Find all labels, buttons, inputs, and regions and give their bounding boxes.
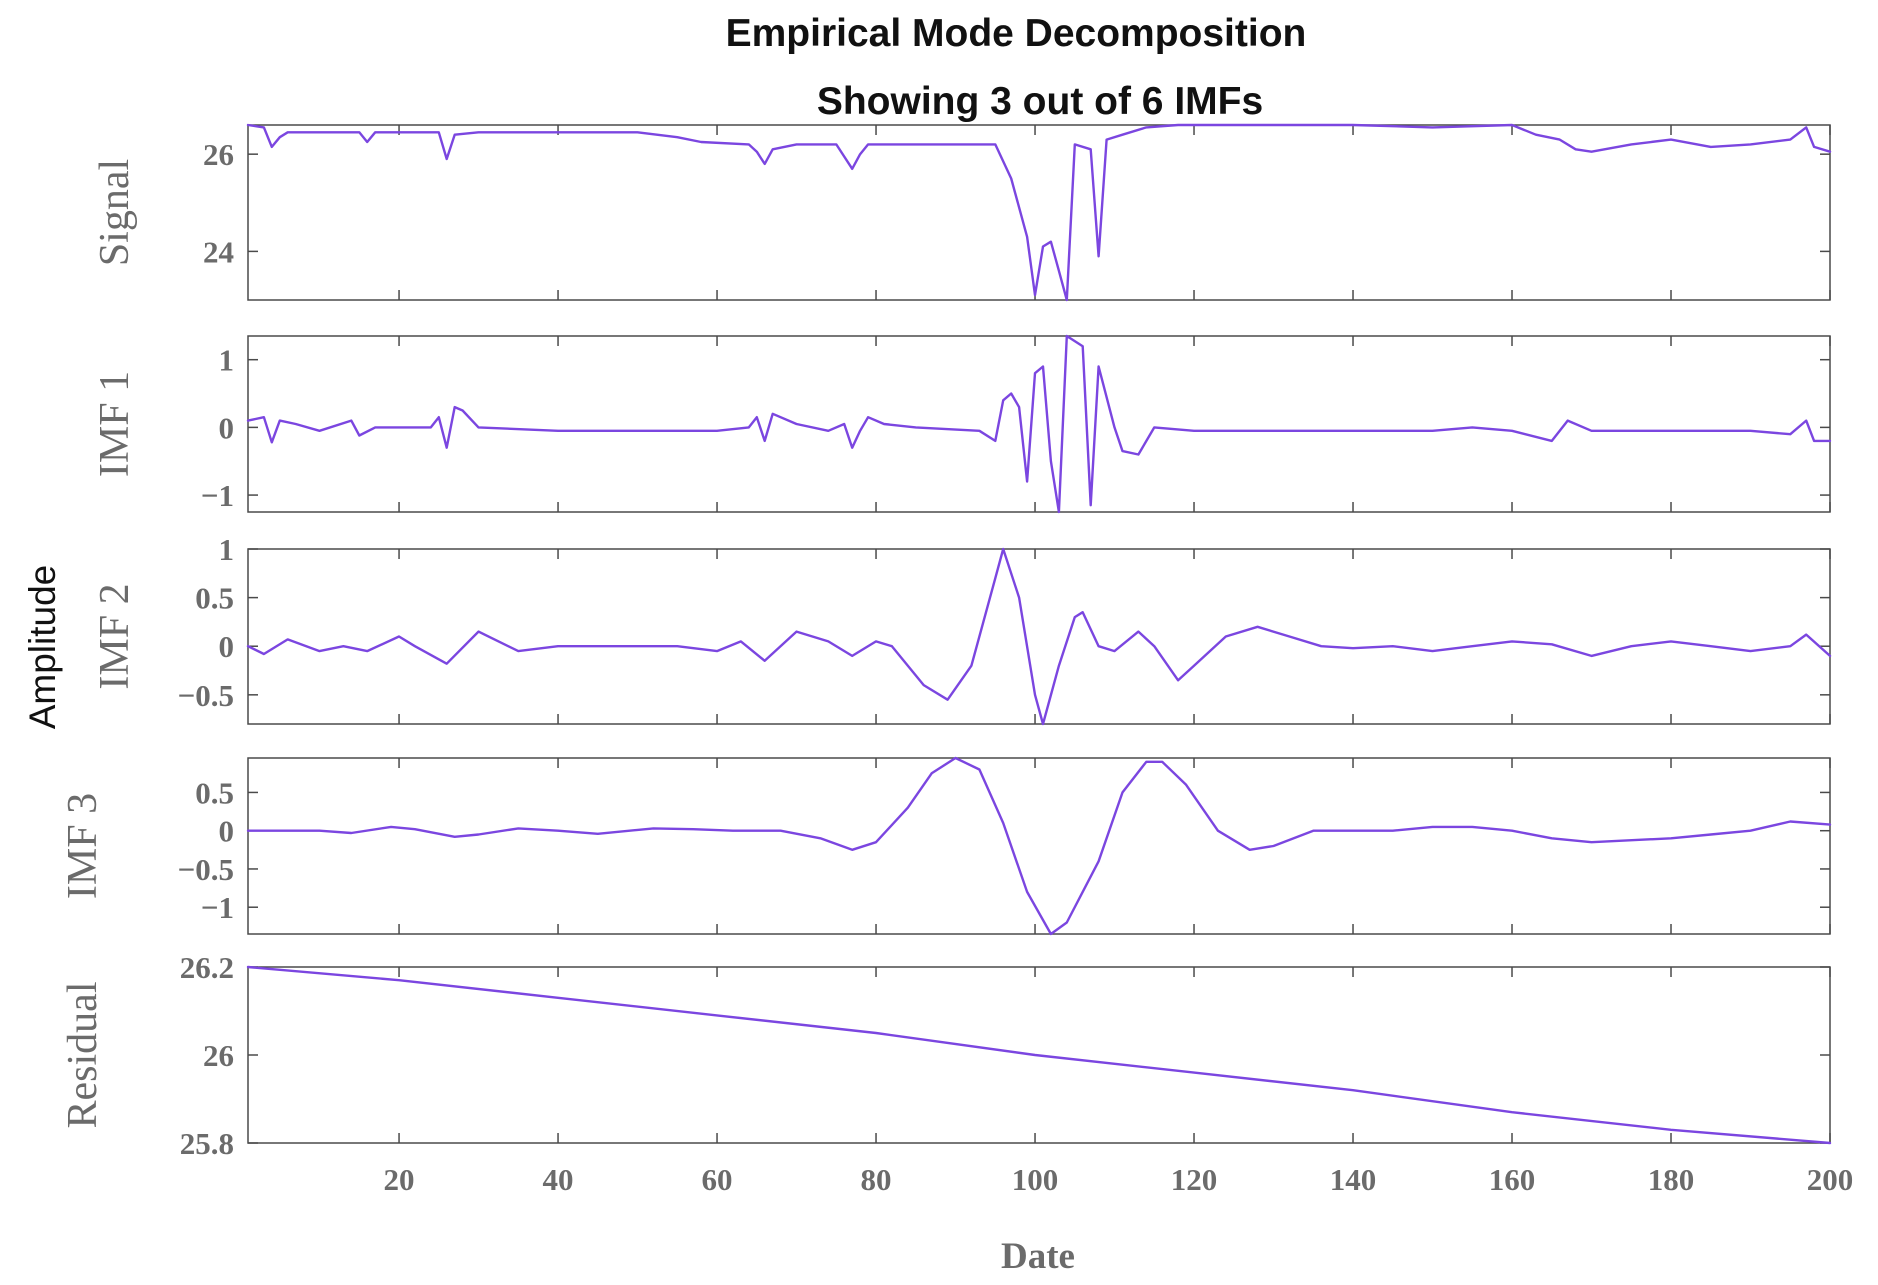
x-tick-label: 20 (384, 1162, 415, 1197)
y-tick-label: −1 (201, 890, 234, 925)
y-tick-label: 25.8 (180, 1126, 234, 1161)
panel-residual: 25.8 26 26.2 Residual (60, 950, 1832, 1161)
chart-subtitle: Showing 3 out of 6 IMFs (817, 80, 1263, 123)
series-line-imf-2 (246, 547, 1832, 726)
y-tick-label: 1 (219, 343, 235, 378)
x-tick-label: 80 (861, 1162, 892, 1197)
panel-label: IMF 1 (92, 371, 138, 477)
axes-box (247, 335, 1831, 513)
y-tick-label: 26.2 (180, 950, 234, 985)
y-tick-label: −1 (201, 478, 234, 513)
y-tick-label: 24 (203, 234, 234, 269)
y-tick-label: 0.5 (195, 775, 234, 810)
panel-label: IMF 3 (60, 793, 106, 899)
y-tick-label: 0.5 (195, 581, 234, 616)
series-line-residual (246, 965, 1832, 1145)
x-tick-label: 40 (543, 1162, 574, 1197)
y-tick-label: −0.5 (178, 852, 234, 887)
x-tick-label: 100 (1012, 1162, 1059, 1197)
series-line-imf-1 (246, 334, 1832, 514)
panel-imf-1: −1 0 1 IMF 1 (92, 334, 1832, 514)
y-tick-label: −0.5 (178, 678, 234, 713)
y-tick-label: 0 (219, 629, 235, 664)
x-tick-label: 60 (702, 1162, 733, 1197)
series-line-signal (246, 123, 1832, 302)
series-line-imf-3 (246, 756, 1832, 936)
y-tick-label: 26 (203, 1038, 234, 1073)
axes-box (247, 548, 1831, 725)
panel-label: Signal (92, 159, 138, 266)
x-tick-label: 160 (1489, 1162, 1536, 1197)
y-tick-label: 0 (219, 410, 235, 445)
y-tick-label: 0 (219, 814, 235, 849)
panel-imf-2: −0.5 0 0.5 1 IMF 2 (92, 532, 1832, 726)
y-tick-label: 26 (203, 137, 234, 172)
x-tick-label: 180 (1648, 1162, 1695, 1197)
chart-title: Empirical Mode Decomposition (726, 12, 1307, 55)
axes-box (247, 757, 1831, 935)
panel-label: IMF 2 (92, 583, 138, 689)
y-axis-label: Amplitude (22, 565, 63, 730)
panel-signal: 24 26 Signal (92, 123, 1832, 302)
x-tick-label: 120 (1171, 1162, 1218, 1197)
panel-label: Residual (60, 982, 106, 1129)
x-axis-label: Date (1001, 1236, 1075, 1277)
x-tick-label: 140 (1330, 1162, 1377, 1197)
y-tick-label: 1 (219, 532, 235, 567)
x-tick-label: 200 (1807, 1162, 1854, 1197)
panel-imf-3: −1−0.50 0.5 IMF 3 (60, 756, 1832, 936)
